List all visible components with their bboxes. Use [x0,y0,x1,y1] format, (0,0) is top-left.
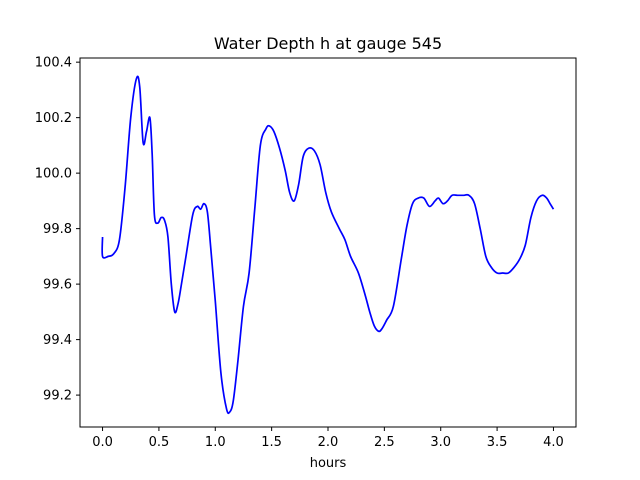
x-tick-label: 0.5 [149,435,170,450]
x-tick-label: 0.0 [92,435,113,450]
x-tick-label: 4.0 [543,435,564,450]
x-tick-label: 3.0 [430,435,451,450]
y-tick-label: 100.2 [35,111,72,126]
plot-area [101,75,555,415]
chart-title: Water Depth h at gauge 545 [214,34,442,53]
x-tick-label: 2.0 [318,435,339,450]
y-tick-label: 99.6 [43,278,72,293]
y-tick-label: 99.4 [43,333,72,348]
x-tick-label: 1.5 [261,435,282,450]
x-tick-label: 2.5 [374,435,395,450]
y-tick-label: 100.4 [35,56,72,71]
x-tick-label: 3.5 [487,435,508,450]
axes-frame [79,57,577,428]
x-axis: 0.0 0.5 1.0 1.5 2.0 2.5 3.0 3.5 4.0 [92,427,564,450]
y-tick-label: 99.2 [43,389,72,404]
y-axis: 99.2 99.4 99.6 99.8 100.0 100.2 100.4 [35,56,80,404]
x-axis-title: hours [310,456,347,471]
y-tick-label: 100.0 [35,167,72,182]
x-tick-label: 1.0 [205,435,226,450]
series-line [101,75,555,415]
y-tick-label: 99.8 [43,222,72,237]
